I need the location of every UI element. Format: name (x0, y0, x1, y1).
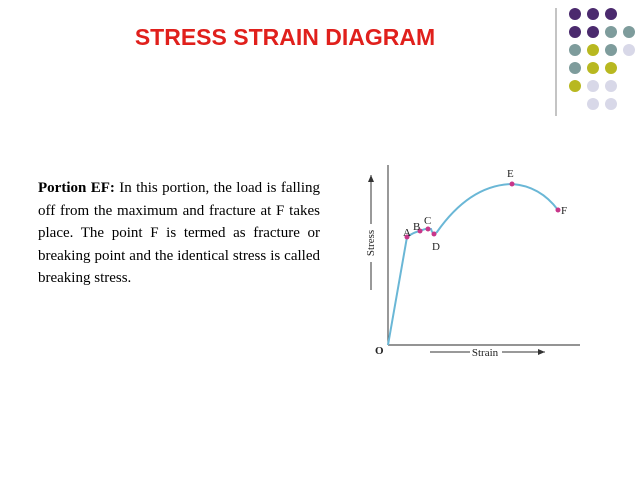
y-axis-label: Stress (365, 230, 377, 256)
curve (387, 182, 559, 346)
origin-label: O (375, 345, 384, 357)
x-axis-label: Strain (472, 347, 499, 359)
heading: Portion EF: (38, 180, 115, 196)
point-label: B (413, 221, 420, 233)
point-label: F (561, 205, 567, 217)
point-label: E (507, 168, 514, 180)
point-label: A (403, 227, 411, 239)
dot-pattern (569, 8, 635, 110)
point-dots (404, 181, 561, 240)
diagram: A B C D E F O Strain Stress (365, 165, 580, 359)
paragraph: In this portion, the load is falling off… (38, 180, 320, 286)
arrow-head (538, 349, 545, 355)
body-text: Portion EF: In this portion, the load is… (38, 177, 320, 290)
point-label: D (432, 241, 440, 253)
title: STRESS STRAIN DIAGRAM (134, 24, 436, 50)
point-label: C (424, 215, 431, 227)
arrow-head (368, 175, 374, 182)
